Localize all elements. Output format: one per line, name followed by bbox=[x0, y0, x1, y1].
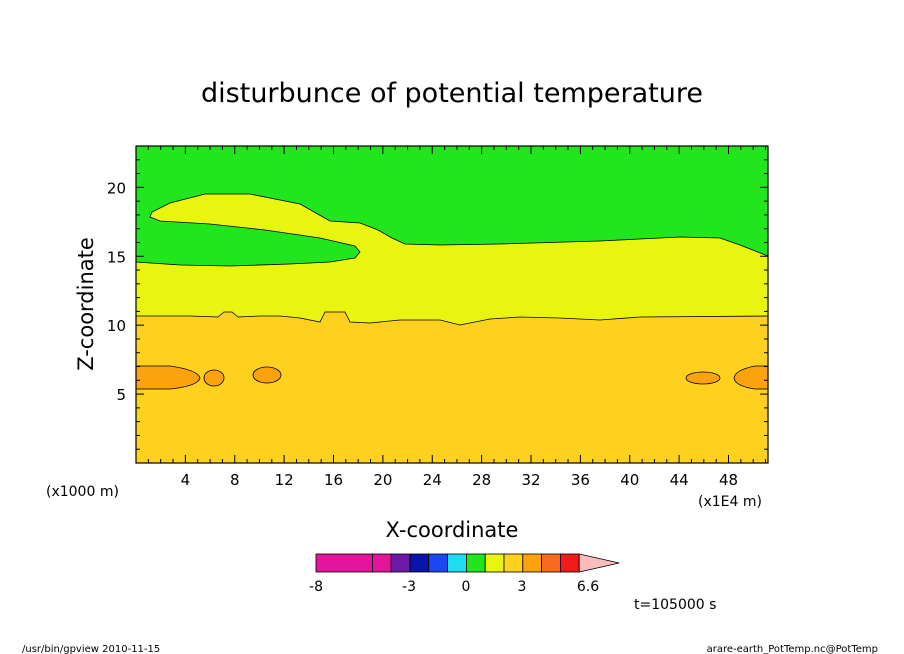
colorbar-label: 0 bbox=[462, 579, 471, 595]
x-tick-label: 16 bbox=[324, 471, 343, 489]
plot-area bbox=[135, 145, 769, 464]
y-tick-labels: 5 10 15 20 bbox=[107, 179, 126, 404]
colorbar-segment bbox=[428, 553, 448, 573]
x-tick-label: 48 bbox=[719, 471, 738, 489]
x-unit-label: (x1E4 m) bbox=[698, 494, 762, 510]
y-tick-label: 20 bbox=[107, 179, 126, 197]
x-axis-title: X-coordinate bbox=[386, 518, 519, 542]
colorbar-segment bbox=[560, 553, 580, 573]
axis-ticks bbox=[136, 146, 768, 463]
region-orange-blob bbox=[252, 366, 282, 384]
colorbar-segment bbox=[371, 553, 392, 573]
footer-right: arare-earth_PotTemp.nc@PotTemp bbox=[707, 644, 878, 654]
region-orange-blob bbox=[685, 371, 721, 385]
y-axis-title: Z-coordinate bbox=[74, 237, 98, 371]
y-tick-label: 5 bbox=[116, 386, 126, 404]
x-tick-label: 36 bbox=[571, 471, 590, 489]
x-tick-label: 12 bbox=[275, 471, 294, 489]
x-tick-label: 8 bbox=[230, 471, 240, 489]
colorbar bbox=[315, 553, 620, 573]
x-tick-label: 44 bbox=[670, 471, 689, 489]
colorbar-label: 6.6 bbox=[577, 579, 599, 595]
colorbar-label: -3 bbox=[402, 579, 416, 595]
chart-title: disturbunce of potential temperature bbox=[201, 78, 703, 109]
x-tick-label: 20 bbox=[373, 471, 392, 489]
plot-frame bbox=[135, 145, 769, 464]
time-label: t=105000 s bbox=[634, 597, 716, 613]
colorbar-segment bbox=[503, 553, 524, 573]
y-tick-label: 15 bbox=[107, 248, 126, 266]
footer-left: /usr/bin/gpview 2010-11-15 bbox=[22, 644, 160, 654]
region-green bbox=[135, 145, 769, 267]
colorbar-segment bbox=[541, 553, 561, 573]
region-orange-blob bbox=[203, 369, 225, 387]
colorbar-segment bbox=[522, 553, 542, 573]
colorbar-arrow bbox=[578, 553, 620, 573]
colorbar-segment bbox=[409, 553, 430, 573]
x-tick-label: 28 bbox=[472, 471, 491, 489]
colorbar-label: -8 bbox=[309, 579, 323, 595]
y-unit-label: (x1000 m) bbox=[46, 484, 119, 500]
colorbar-label: 3 bbox=[518, 579, 527, 595]
region-orange-right bbox=[733, 365, 769, 390]
colorbar-segment bbox=[447, 553, 467, 573]
x-tick-label: 4 bbox=[181, 471, 191, 489]
colorbar-labels: -8 -3 0 3 6.6 bbox=[309, 579, 599, 595]
colorbar-segment bbox=[484, 553, 505, 573]
colorbar-segment bbox=[465, 553, 486, 573]
colorbar-segment bbox=[315, 553, 373, 573]
y-tick-label: 10 bbox=[107, 317, 126, 335]
colorbar-segment bbox=[390, 553, 411, 573]
region-orange-left bbox=[135, 365, 201, 390]
x-tick-labels: 4 8 12 16 20 24 28 32 36 40 44 48 bbox=[181, 471, 738, 489]
x-tick-label: 32 bbox=[521, 471, 540, 489]
x-tick-label: 40 bbox=[620, 471, 639, 489]
x-tick-label: 24 bbox=[423, 471, 442, 489]
